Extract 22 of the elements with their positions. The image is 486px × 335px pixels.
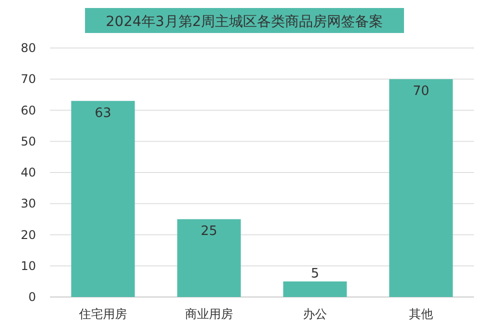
y-tick-label: 60 — [20, 103, 36, 118]
y-tick-label: 30 — [20, 196, 36, 211]
data-label: 25 — [200, 224, 218, 240]
y-tick-label: 10 — [20, 258, 36, 273]
x-tick-label: 其他 — [409, 307, 433, 321]
y-tick-label: 20 — [20, 228, 36, 242]
y-tick-label: 40 — [20, 166, 36, 180]
bar — [71, 100, 135, 297]
x-tick-label: 商业用房 — [185, 307, 233, 321]
x-tick-label: 办公 — [303, 307, 327, 321]
data-label: 5 — [310, 266, 320, 282]
bar — [389, 79, 453, 297]
y-tick-label: 80 — [20, 41, 36, 55]
y-tick-label: 50 — [20, 134, 36, 148]
y-tick-label: 70 — [20, 72, 36, 86]
chart-title: 2024年3月第2周主城区各类商品房网签备案 — [106, 13, 384, 30]
data-label: 63 — [94, 106, 112, 121]
bar — [283, 281, 347, 297]
y-tick-label: 0 — [28, 290, 36, 304]
x-tick-label: 住宅用房 — [78, 307, 127, 321]
data-label: 70 — [412, 84, 430, 100]
bar — [177, 219, 241, 297]
